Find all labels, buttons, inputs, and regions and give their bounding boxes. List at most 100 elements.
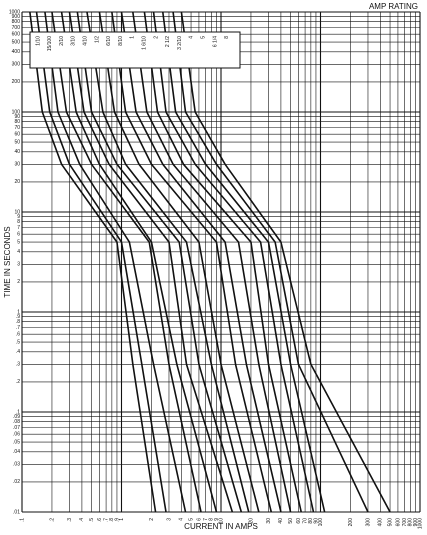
x-axis-label: CURRENT IN AMPS xyxy=(184,522,258,531)
y-tick-label: .3 xyxy=(16,362,20,368)
x-tick-label: .3 xyxy=(67,518,73,522)
x-tick-label: .9 xyxy=(114,518,120,522)
fuse-curve xyxy=(86,11,250,513)
legend-label: 3/10 xyxy=(71,36,77,46)
x-tick-label: 900 xyxy=(413,518,419,527)
fuse-curve xyxy=(44,11,187,513)
x-tick-label: 3 xyxy=(166,518,172,521)
x-tick-label: 300 xyxy=(365,518,371,527)
y-tick-label: 800 xyxy=(12,19,21,25)
y-tick-label: .02 xyxy=(13,479,20,485)
legend-label: 15/100 xyxy=(47,36,53,52)
y-tick-label: .4 xyxy=(16,349,20,355)
y-tick-label: 1 xyxy=(17,309,20,315)
legend-label: 1 6/10 xyxy=(142,36,148,50)
fuse-curve xyxy=(60,11,218,513)
y-tick-label: .09 xyxy=(13,414,20,420)
y-tick-label: 900 xyxy=(12,14,21,20)
fuse-curve xyxy=(29,11,157,513)
x-tick-label: 5 xyxy=(188,518,194,521)
legend-label: 1/2 xyxy=(94,36,100,43)
x-tick-label: 2 xyxy=(149,518,155,521)
legend-label: 4 xyxy=(189,36,195,39)
y-tick-label: .2 xyxy=(16,379,20,385)
fuse-curve xyxy=(98,11,260,513)
legend-label: 6/10 xyxy=(106,36,112,46)
y-tick-label: .6 xyxy=(16,332,20,338)
y-tick-label: 1000 xyxy=(9,9,20,15)
x-tick-label: 7 xyxy=(203,518,209,521)
x-tick-label: .1 xyxy=(19,518,25,522)
legend-label: 1 xyxy=(130,36,136,39)
x-tick-label: 90 xyxy=(313,518,319,524)
fuse-curve xyxy=(120,11,282,513)
legend-label: 5 xyxy=(201,36,207,39)
y-tick-label: 60 xyxy=(14,132,20,138)
x-tick-label: 100 xyxy=(318,518,324,527)
legend-label: 3 2/10 xyxy=(177,36,183,50)
x-tick-label: .2 xyxy=(49,518,55,522)
fuse-curve xyxy=(143,11,302,513)
y-tick-label: 700 xyxy=(12,25,21,31)
y-tick-label: 8 xyxy=(17,219,20,225)
fuse-curve xyxy=(161,11,326,513)
y-tick-label: 500 xyxy=(12,39,21,45)
x-tick-label: 30 xyxy=(266,518,272,524)
x-tick-label: 20 xyxy=(248,518,254,524)
legend-label: 6 1/4 xyxy=(212,36,218,47)
legend-label: 2 xyxy=(153,36,159,39)
y-tick-label: 20 xyxy=(14,179,20,185)
legend: 1/10 15/100 2/10 3/10 4/10 1/2 6/10 8/10 1 1 6/10… xyxy=(35,36,230,52)
y-tick-label: 40 xyxy=(14,149,20,155)
x-tick-label: 9 xyxy=(214,518,220,521)
y-tick-label: .04 xyxy=(13,449,20,455)
x-tick-label: .8 xyxy=(109,518,115,522)
y-tick-label: 200 xyxy=(12,79,21,85)
legend-label: 8 xyxy=(224,36,230,39)
x-tick-label: 600 xyxy=(395,518,401,527)
legend-box xyxy=(29,31,241,69)
x-tick-label: 60 xyxy=(296,518,302,524)
y-tick-label: .05 xyxy=(13,439,20,445)
fuse-curve xyxy=(180,11,391,513)
x-tick-label: .4 xyxy=(79,518,85,522)
y-tick-label: 50 xyxy=(14,139,20,145)
y-tick-label: .08 xyxy=(13,419,20,425)
y-tick-label: .8 xyxy=(16,319,20,325)
fuse-curve xyxy=(132,11,292,513)
y-tick-label: .07 xyxy=(13,425,20,431)
x-tick-label: .5 xyxy=(89,518,95,522)
fuse-curve xyxy=(51,11,202,513)
y-tick-label: 3 xyxy=(17,262,20,268)
x-tick-label: 80 xyxy=(308,518,314,524)
fuse-curve xyxy=(68,11,234,513)
y-tick-label: .7 xyxy=(16,325,20,331)
y-tick-label: .5 xyxy=(16,339,20,345)
fuse-curve xyxy=(35,11,167,513)
y-tick-label: 300 xyxy=(12,62,21,68)
x-tick-label: 700 xyxy=(402,518,408,527)
y-tick-label: .1 xyxy=(16,409,20,415)
y-tick-label: 10 xyxy=(14,209,20,215)
y-tick-label: 4 xyxy=(17,249,20,255)
y-axis-label: TIME IN SECONDS xyxy=(3,226,12,297)
x-tick-label: 8 xyxy=(209,518,215,521)
y-tick-label: 90 xyxy=(14,114,20,120)
y-tick-label: 6 xyxy=(17,232,20,238)
y-tick-label: 7 xyxy=(17,225,20,231)
chart-title: AMP RATING xyxy=(369,2,418,11)
y-tick-label: 30 xyxy=(14,162,20,168)
x-tick-label: 800 xyxy=(408,518,414,527)
x-tick-label: 4 xyxy=(179,518,185,521)
x-tick-label: .6 xyxy=(97,518,103,522)
x-tick-label: 200 xyxy=(348,518,354,527)
legend-label: 8/10 xyxy=(118,36,124,46)
x-tick-label: 50 xyxy=(288,518,294,524)
legend-label: 4/10 xyxy=(83,36,89,46)
x-tick-label: 500 xyxy=(387,518,393,527)
y-tick-label: .06 xyxy=(13,432,20,438)
curves xyxy=(29,11,391,513)
x-tick-label: 1000 xyxy=(417,518,423,529)
